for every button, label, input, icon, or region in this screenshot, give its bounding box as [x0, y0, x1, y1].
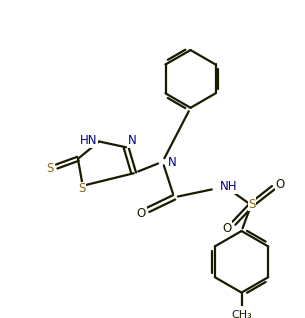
- Text: S: S: [78, 182, 85, 195]
- Text: O: O: [275, 178, 285, 191]
- Text: N: N: [128, 134, 137, 147]
- Text: CH₃: CH₃: [231, 310, 252, 318]
- Text: S: S: [249, 197, 256, 211]
- Text: O: O: [137, 207, 146, 220]
- Text: NH: NH: [220, 180, 238, 193]
- Text: O: O: [222, 222, 232, 235]
- Text: S: S: [46, 162, 54, 175]
- Text: N: N: [167, 156, 176, 169]
- Text: HN: HN: [80, 134, 97, 147]
